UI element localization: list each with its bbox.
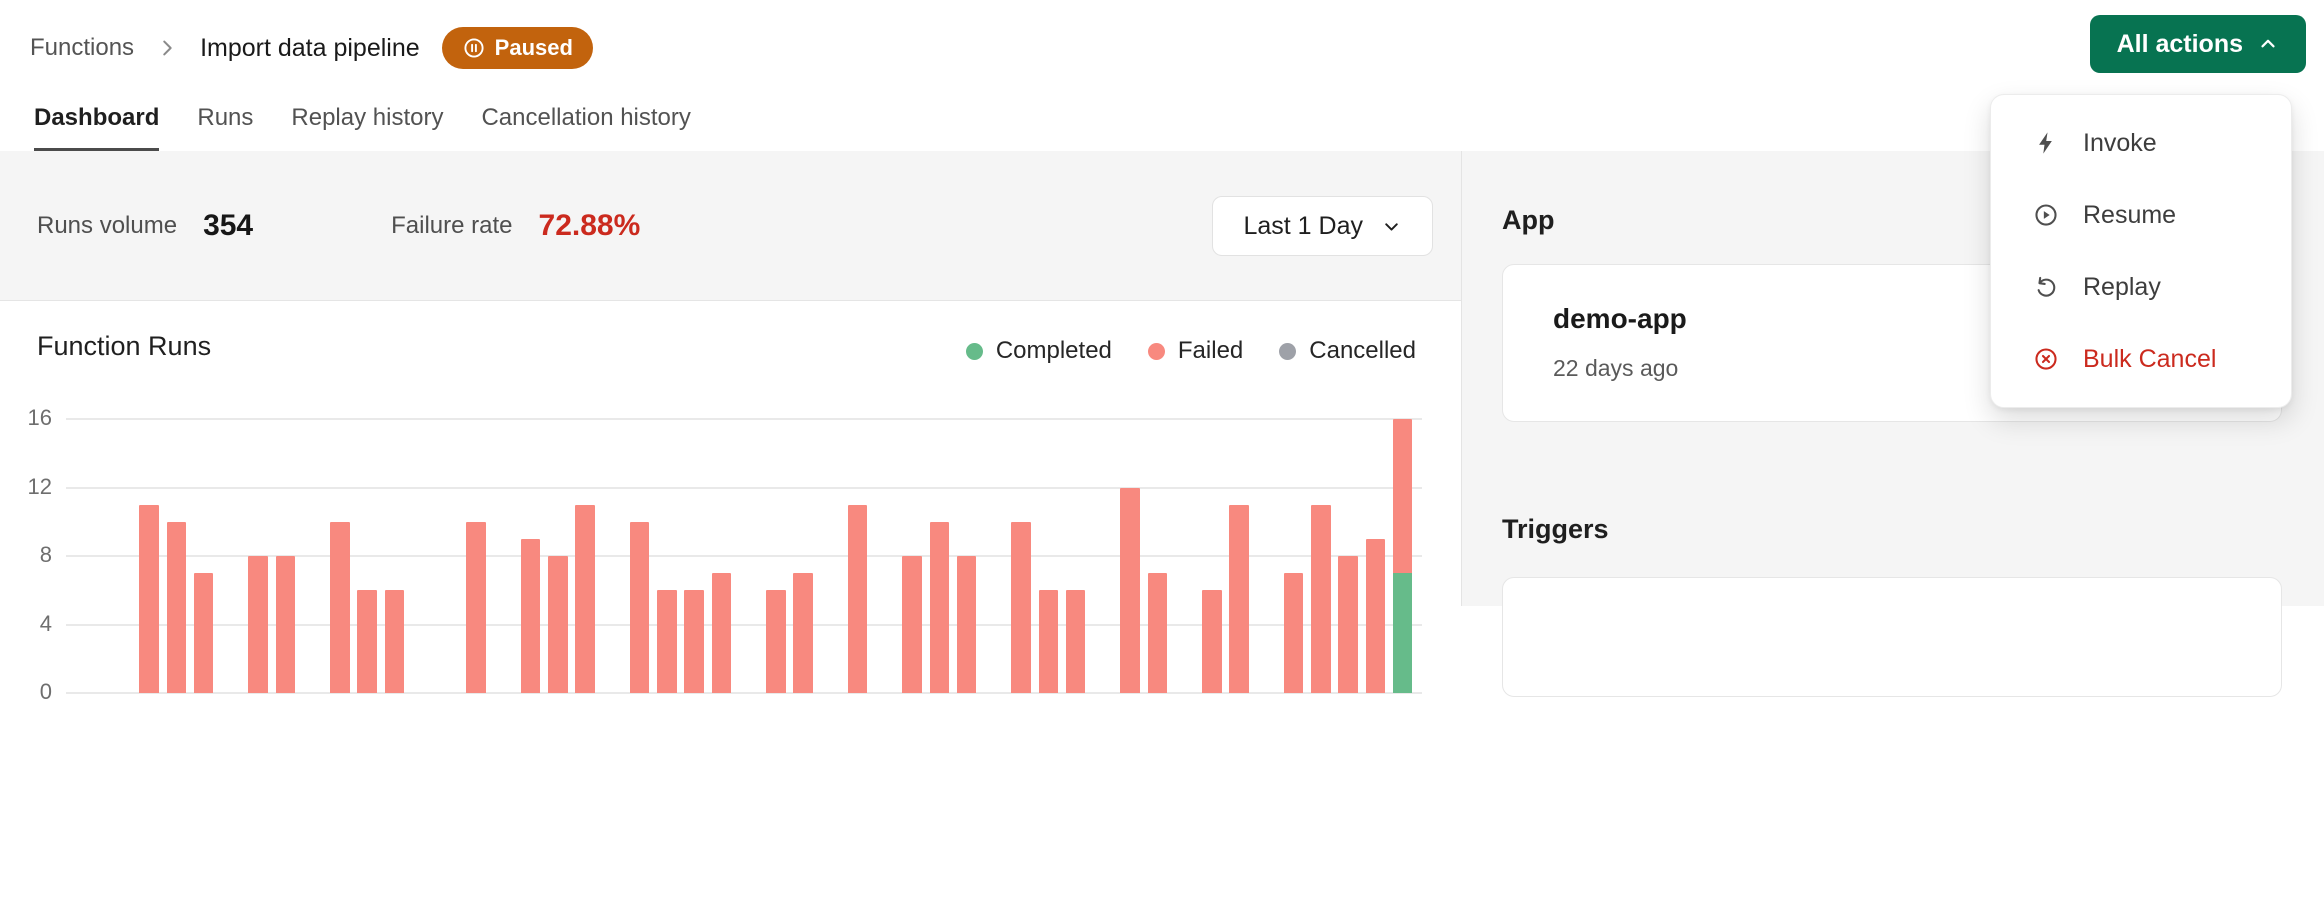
- all-actions-menu: Invoke Resume Replay Bulk Cancel: [1990, 94, 2292, 408]
- page-header: Functions Import data pipeline Paused Al…: [0, 0, 2324, 151]
- bar-failed: [847, 504, 868, 693]
- time-range-value: Last 1 Day: [1243, 211, 1363, 240]
- tab-replay-history[interactable]: Replay history: [291, 104, 444, 131]
- breadcrumb: Functions Import data pipeline Paused: [30, 0, 593, 96]
- chart-title: Function Runs: [37, 331, 212, 361]
- breadcrumb-functions-link[interactable]: Functions: [30, 34, 135, 61]
- bar-failed: [575, 504, 595, 693]
- legend-item-completed: Completed: [965, 337, 1112, 365]
- cancel-circle-icon: [2033, 346, 2059, 372]
- runs-volume-value: 354: [203, 208, 254, 242]
- legend-item-cancelled: Cancelled: [1279, 337, 1416, 365]
- bar-failed: [1011, 521, 1031, 693]
- tab-bar: Dashboard Runs Replay history Cancellati…: [34, 104, 691, 151]
- failed-dot-icon: [1147, 342, 1165, 360]
- bar-failed: [711, 573, 731, 693]
- app-last-synced: 22 days ago: [1553, 355, 1679, 381]
- bar-failed: [1229, 504, 1249, 693]
- dashboard-main: Runs volume 354 Failure rate 72.88% Last…: [0, 151, 1461, 901]
- bar-failed: [330, 521, 350, 693]
- bar-failed: [1311, 504, 1331, 693]
- bar-failed: [1283, 573, 1304, 693]
- chart-legend: Completed Failed Cancelled: [965, 337, 1416, 365]
- triggers-card: [1502, 577, 2282, 697]
- bar-failed: [793, 573, 813, 693]
- bar-failed: [248, 556, 268, 693]
- app-name: demo-app: [1553, 303, 1687, 334]
- bar-failed: [166, 521, 186, 693]
- legend-item-failed: Failed: [1147, 337, 1243, 365]
- y-axis-tick-label: 4: [39, 610, 52, 636]
- bar-failed: [956, 556, 977, 693]
- function-runs-chart: Function Runs Completed Failed Cancelled…: [0, 301, 1461, 901]
- all-actions-button[interactable]: All actions: [2089, 15, 2306, 73]
- tab-runs[interactable]: Runs: [197, 104, 254, 131]
- cancelled-dot-icon: [1279, 342, 1297, 360]
- menu-item-resume[interactable]: Resume: [1991, 179, 2291, 251]
- status-badge-label: Paused: [494, 35, 573, 60]
- chevron-down-icon: [1381, 216, 1402, 237]
- bar-failed: [629, 521, 650, 693]
- triggers-section-heading: Triggers: [1502, 514, 1609, 544]
- tab-cancellation-history[interactable]: Cancellation history: [481, 104, 691, 131]
- failure-rate-label: Failure rate: [391, 211, 513, 239]
- runs-volume-label: Runs volume: [37, 211, 178, 239]
- pause-circle-icon: [462, 36, 486, 60]
- failure-rate-value: 72.88%: [538, 208, 641, 242]
- stats-strip: Runs volume 354 Failure rate 72.88% Last…: [0, 151, 1461, 301]
- bar-failed: [275, 556, 295, 693]
- menu-item-invoke[interactable]: Invoke: [1991, 107, 2291, 179]
- gridline: [66, 418, 1422, 420]
- menu-item-replay[interactable]: Replay: [1991, 251, 2291, 323]
- all-actions-label: All actions: [2116, 29, 2243, 58]
- time-range-select[interactable]: Last 1 Day: [1212, 196, 1433, 256]
- bar-failed: [1147, 573, 1167, 693]
- bar-failed: [1392, 419, 1413, 574]
- bar-failed: [1365, 538, 1385, 693]
- bar-failed: [520, 538, 541, 693]
- gridline: [66, 486, 1422, 489]
- gridline: [66, 555, 1422, 557]
- chevron-up-icon: [2257, 33, 2279, 55]
- replay-icon: [2033, 274, 2059, 300]
- tab-dashboard[interactable]: Dashboard: [34, 104, 160, 151]
- bar-failed: [548, 556, 568, 693]
- menu-item-bulk-cancel[interactable]: Bulk Cancel: [1991, 323, 2291, 395]
- bar-failed: [139, 504, 159, 693]
- bar-failed: [466, 521, 486, 693]
- y-axis-tick-label: 0: [39, 679, 52, 704]
- y-axis-tick-label: 16: [27, 405, 52, 430]
- completed-dot-icon: [965, 342, 983, 360]
- bar-completed: [1392, 573, 1413, 693]
- page-title: Import data pipeline: [200, 33, 420, 62]
- bar-failed: [1120, 487, 1140, 693]
- y-axis-tick-label: 12: [27, 473, 52, 499]
- bar-failed: [1338, 556, 1358, 693]
- chevron-right-icon: [156, 37, 178, 59]
- y-axis-tick-label: 8: [39, 542, 52, 567]
- bolt-icon: [2033, 130, 2059, 156]
- app-section-heading: App: [1502, 205, 1555, 235]
- bar-failed: [902, 556, 922, 693]
- status-badge: Paused: [441, 27, 593, 69]
- play-circle-icon: [2033, 202, 2059, 228]
- bar-failed: [929, 521, 949, 693]
- bar-failed: [193, 573, 214, 693]
